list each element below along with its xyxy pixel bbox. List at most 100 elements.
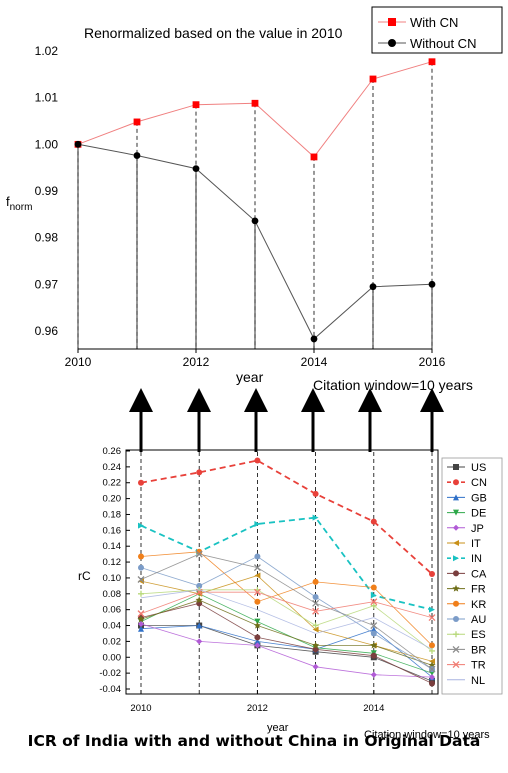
figure-caption: ICR of India with and without China in O… — [27, 732, 481, 750]
legend-without-cn-marker — [388, 39, 396, 47]
top-chart-title: Renormalized based on the value in 2010 — [84, 25, 343, 41]
top-series — [74, 58, 436, 343]
legend-label-fr: FR — [471, 584, 486, 596]
series-point-fr — [195, 596, 203, 604]
bottom-x-ticks: 2010 2012 2014 — [130, 690, 384, 714]
bottom-y-ticks: -0.04 -0.02 0.00 0.02 0.04 0.06 0.08 0.10 0.12 0.… — [99, 446, 130, 695]
series-point-it — [312, 626, 319, 633]
top-y-tick-label: 0.98 — [35, 231, 59, 245]
series-point-br — [428, 665, 436, 673]
series-line-nl — [140, 589, 433, 650]
with-cn-point — [310, 153, 318, 161]
legend-label-de: DE — [471, 508, 486, 520]
series-line-it — [140, 575, 433, 662]
legend-label-nl: NL — [471, 675, 485, 687]
legend-marker-jp — [453, 524, 459, 531]
bottom-legend: US CN GB DE JP IT IN CA FR KR AU ES BR TR NL — [441, 457, 503, 695]
legend-marker-ca — [453, 570, 459, 577]
top-y-tick-label: 1.00 — [35, 137, 59, 151]
legend-label-gb: GB — [471, 492, 487, 504]
legend-with-cn-label: With CN — [410, 15, 458, 30]
legend-label-br: BR — [471, 644, 486, 656]
bottom-y-tick-label: 0.08 — [103, 589, 122, 600]
series-point-it — [254, 572, 261, 579]
series-point-tr — [312, 607, 320, 615]
top-x-tick-label: 2010 — [65, 355, 92, 369]
series-point-cn — [429, 570, 435, 577]
top-x-tick-label: 2012 — [183, 355, 210, 369]
top-y-ticks: 0.96 0.97 0.98 0.99 1.00 1.01 1.02 — [35, 44, 59, 338]
with-cn-point — [192, 101, 200, 109]
series-point-in — [138, 522, 144, 529]
bottom-dropdown-lines — [140, 452, 433, 694]
series-point-jp — [254, 642, 261, 649]
series-point-br — [312, 599, 320, 607]
series-point-it — [429, 658, 435, 665]
top-citation-note: Citation window=10 years — [313, 377, 473, 393]
legend-marker-de — [453, 509, 459, 516]
series-point-br — [137, 576, 145, 583]
series-line-us — [141, 625, 433, 682]
series-point-fr — [311, 641, 320, 649]
legend-marker-es — [453, 631, 459, 638]
top-x-tick-label: 2016 — [419, 355, 446, 369]
series-point-kr — [312, 578, 319, 585]
legend-label-kr: KR — [471, 599, 486, 611]
series-point-in — [254, 520, 261, 527]
without-cn-point — [251, 217, 259, 225]
top-chart: Renormalized based on the value in 2010 … — [6, 6, 503, 393]
top-x-ticks: 2010 2012 2014 2016 — [65, 349, 446, 369]
series-point-gb — [196, 622, 203, 629]
bottom-y-tick-label: 0.10 — [103, 573, 122, 584]
bottom-x-tick-label: 2010 — [130, 703, 151, 714]
series-point-tr — [137, 610, 145, 618]
series-point-au — [370, 630, 377, 637]
top-y-tick-label: 1.02 — [35, 44, 59, 58]
bottom-y-tick-label: -0.02 — [99, 668, 121, 679]
bottom-y-tick-label: 0.18 — [103, 509, 122, 520]
with-cn-point — [369, 75, 377, 83]
bottom-series — [137, 457, 436, 687]
series-line-in — [140, 516, 433, 611]
bottom-y-tick-label: 0.16 — [103, 525, 122, 536]
series-point-in — [370, 592, 377, 599]
bottom-y-tick-label: 0.12 — [103, 557, 122, 568]
top-y-tick-label: 0.96 — [35, 324, 59, 338]
series-point-ca — [312, 646, 319, 653]
series-point-jp — [138, 620, 144, 627]
legend-label-es: ES — [471, 629, 486, 641]
series-point-in — [312, 514, 319, 521]
legend-label-tr: TR — [471, 660, 486, 672]
series-line-jp — [140, 623, 433, 678]
legend-label-it: IT — [471, 538, 481, 550]
series-point-ca — [429, 680, 435, 687]
series-point-kr — [254, 598, 261, 605]
legend-label-cn: CN — [471, 477, 487, 489]
bottom-y-tick-label: 0.14 — [103, 541, 122, 552]
series-point-de — [254, 618, 261, 625]
series-point-kr — [429, 642, 435, 649]
bottom-y-tick-label: 0.06 — [103, 605, 122, 616]
top-legend: With CN Without CN — [371, 6, 503, 54]
without-cn-point — [133, 152, 141, 159]
bottom-y-tick-label: 0.02 — [103, 636, 122, 647]
series-point-it — [138, 578, 144, 585]
top-y-axis-label: fnorm — [6, 194, 32, 213]
legend-marker-tr — [452, 661, 460, 669]
bottom-y-tick-label: 0.04 — [103, 621, 122, 632]
series-line-cn — [140, 459, 433, 575]
top-x-tick-label: 2014 — [301, 355, 328, 369]
series-line-ca — [140, 602, 433, 684]
top-dropdown-lines — [77, 61, 433, 349]
bottom-y-tick-label: -0.04 — [99, 684, 121, 695]
series-point-cn — [312, 490, 319, 497]
legend-label-us: US — [471, 462, 486, 474]
legend-without-cn-label: Without CN — [410, 36, 476, 51]
series-point-es — [370, 602, 377, 609]
series-point-fr — [137, 615, 145, 623]
connector-arrows — [129, 388, 444, 452]
series-point-cn — [370, 518, 377, 525]
legend-label-au: AU — [471, 614, 486, 626]
series-point-fr — [253, 621, 262, 629]
top-y-tick-label: 0.99 — [35, 184, 59, 198]
